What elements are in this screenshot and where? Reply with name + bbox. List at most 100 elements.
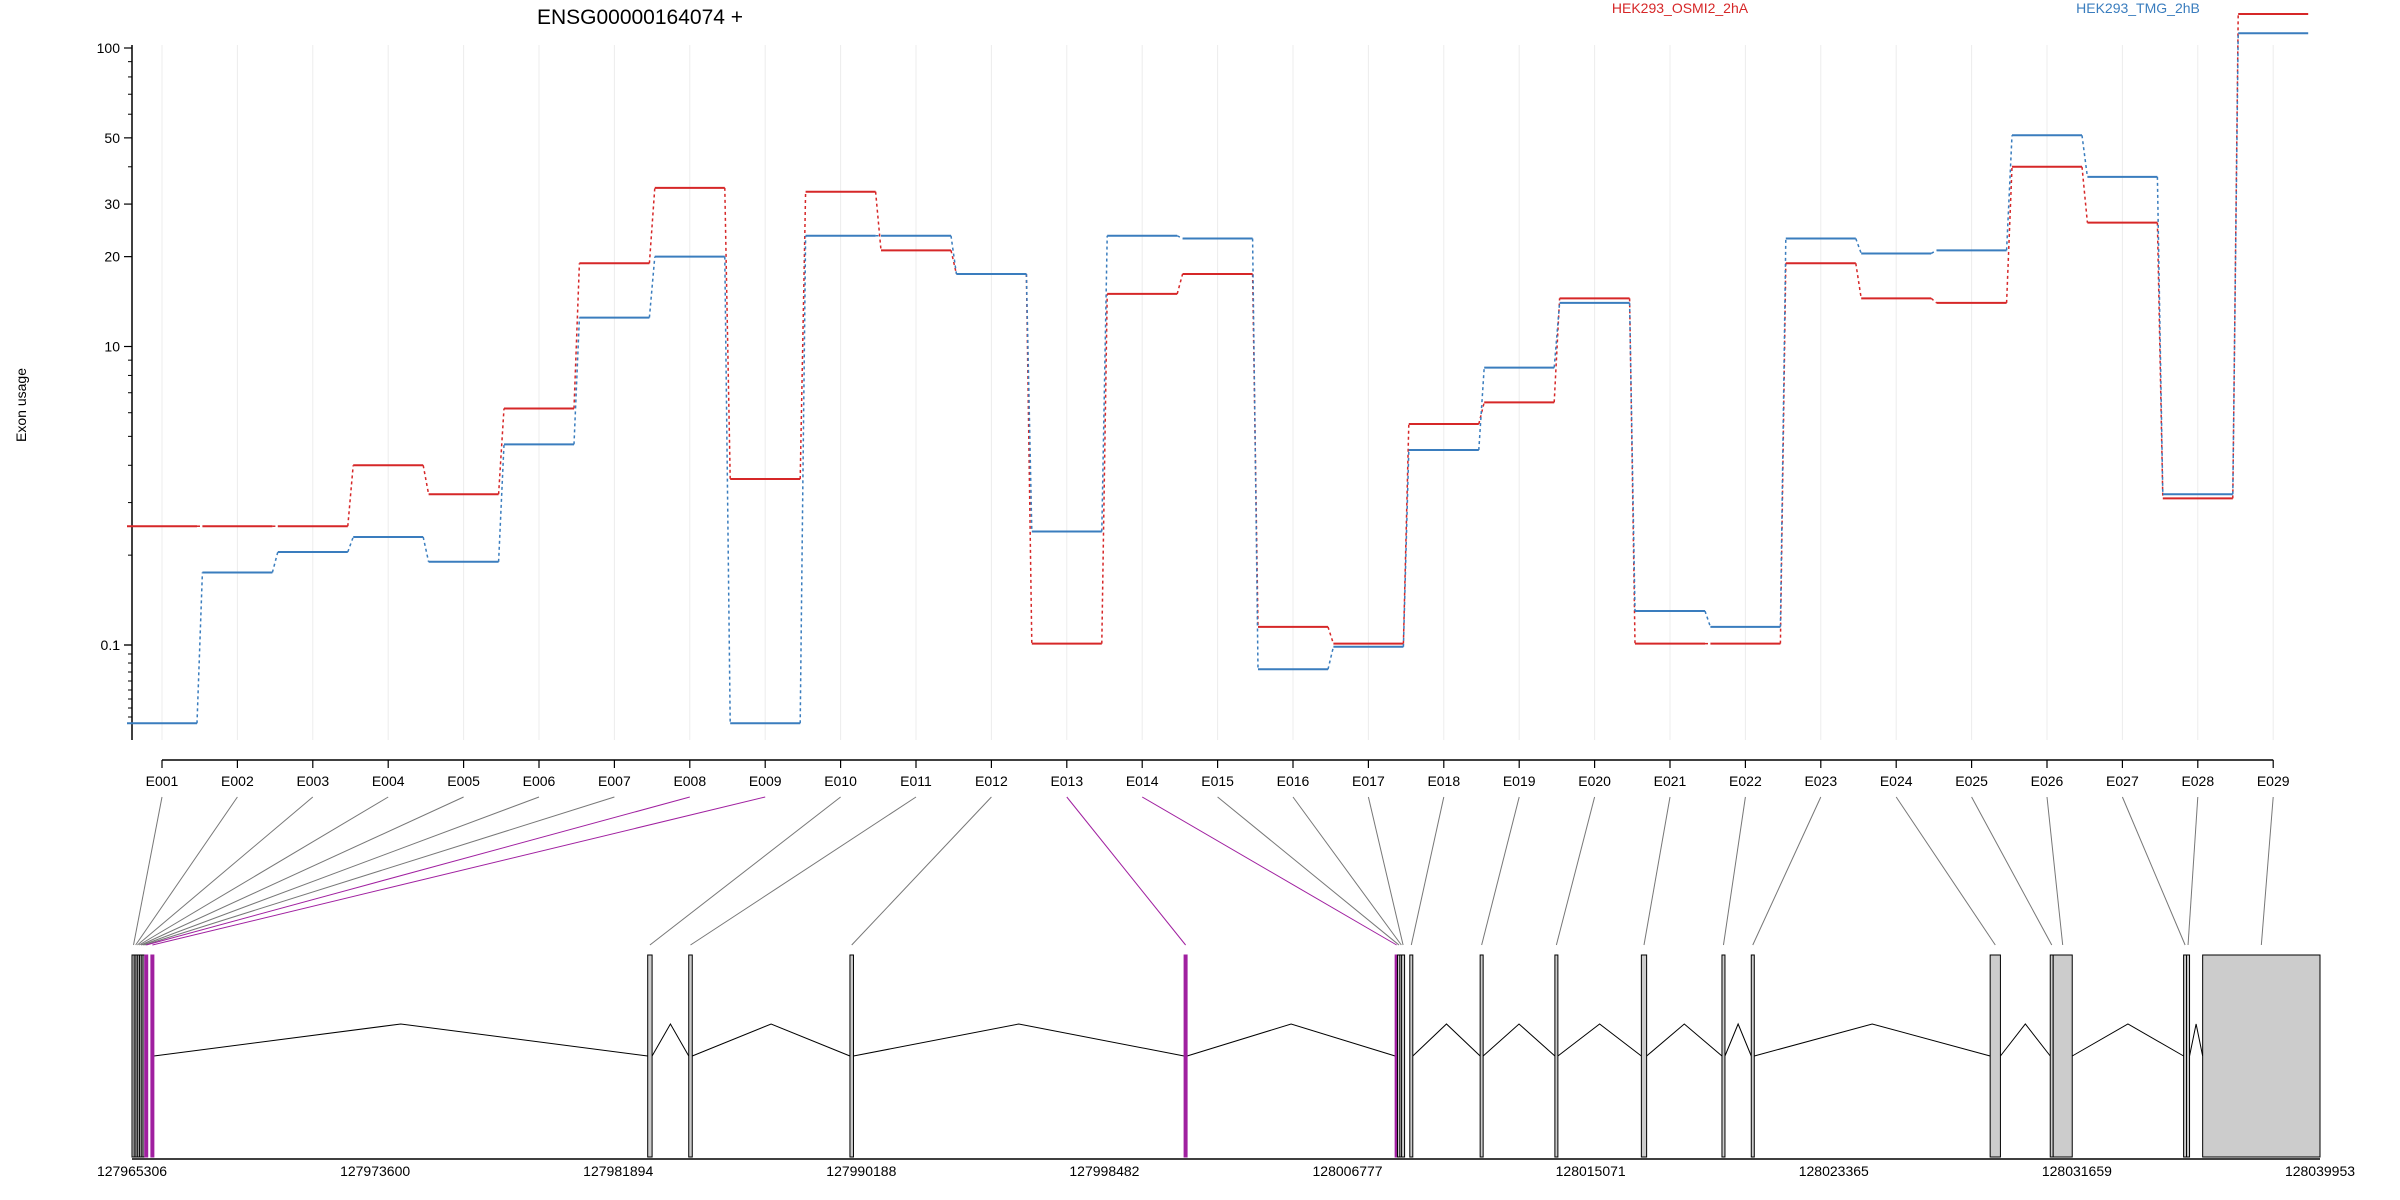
connector-E028 (2187, 796, 2199, 946)
exon-E012 (849, 954, 854, 1158)
series-0-connector (1553, 298, 1561, 403)
exon-E011 (688, 954, 693, 1158)
exon-E024 (1989, 954, 2001, 1158)
connector-E004 (138, 796, 389, 946)
y-axis-ticks: 0.11 10 20 30 50 100 (97, 40, 132, 718)
intron (153, 1023, 648, 1057)
exon-E029 (2202, 954, 2321, 1158)
connector-E013 (1066, 796, 1186, 946)
series-0-connector (648, 187, 656, 264)
x-tick-label: E009 (749, 773, 782, 789)
intron (853, 1023, 1185, 1057)
series-0-connector (1176, 273, 1184, 295)
exon-E008 (144, 954, 149, 1158)
exon-E010 (647, 954, 653, 1158)
gene-model (131, 954, 2321, 1158)
x-tick-label: E006 (523, 773, 556, 789)
x-tick-label: E003 (296, 773, 329, 789)
series-1-connector (1855, 238, 1862, 254)
series-0-connector (1327, 626, 1335, 644)
x-tick-label: E011 (900, 773, 932, 789)
connector-E007 (144, 796, 615, 946)
intron (1754, 1023, 1991, 1057)
connector-E026 (2046, 796, 2064, 946)
x-tick-label: E018 (1427, 773, 1460, 789)
intron (1724, 1022, 1752, 1057)
exon-E022 (1721, 954, 1726, 1158)
coordinate-label: 128006777 (1313, 1163, 1383, 1179)
coordinate-label: 128023365 (1799, 1163, 1869, 1179)
y-tick-label: 30 (104, 196, 120, 212)
x-tick-label: E020 (1578, 773, 1611, 789)
connector-E020 (1555, 796, 1596, 946)
x-tick-label: E021 (1654, 773, 1687, 789)
series-1-connector (2232, 33, 2239, 495)
series-1-connector (271, 551, 279, 573)
x-tick-label: E002 (221, 773, 254, 789)
x-axis-ticks: E001 E002 E003 E004 E005 E006 E007 E008 E009 E010… (146, 760, 2290, 789)
series-0-connector (1478, 402, 1485, 425)
y-tick-label: 100 (97, 40, 121, 56)
connector-E024 (1895, 796, 1996, 946)
x-tick-label: E008 (673, 773, 706, 789)
intron (2071, 1023, 2184, 1057)
connector-E023 (1752, 796, 1822, 946)
series-lines (127, 12, 2309, 725)
connector-E014 (1141, 796, 1397, 946)
connector-E010 (649, 796, 841, 946)
x-tick-label: E022 (1729, 773, 1762, 789)
coordinate-label: 127981894 (583, 1163, 653, 1179)
y-axis-label: Exon usage (13, 368, 29, 442)
connector-E021 (1643, 796, 1671, 946)
series-0-connector (1930, 297, 1938, 304)
x-tick-label: E019 (1503, 773, 1536, 789)
series-1-connector (347, 536, 354, 553)
coordinate-label: 128031659 (2042, 1163, 2112, 1179)
y-tick-label: 50 (104, 130, 120, 146)
x-tick-label: E025 (1955, 773, 1988, 789)
connector-E012 (851, 796, 992, 946)
series-0-connector (497, 408, 505, 495)
series-0-connector (2232, 13, 2239, 499)
series-0-connector (2081, 166, 2089, 223)
x-tick-label: E015 (1201, 773, 1234, 789)
x-tick-label: E028 (2181, 773, 2214, 789)
series-1-connector (2005, 135, 2013, 251)
series-1-connector (1101, 235, 1108, 532)
series-0-connector (573, 263, 581, 409)
x-tick-label: E004 (372, 773, 405, 789)
x-tick-label: E010 (824, 773, 857, 789)
intron (692, 1023, 851, 1057)
connector-E015 (1217, 796, 1400, 946)
series-0-connector (1855, 263, 1862, 299)
connector-E027 (2121, 796, 2186, 946)
coordinate-label: 128015071 (1556, 1163, 1626, 1179)
series-1-connector (1779, 238, 1787, 627)
connector-E011 (690, 796, 917, 946)
exon-E020 (1554, 954, 1559, 1158)
series-1-connector (950, 235, 958, 275)
connector-E019 (1481, 796, 1520, 946)
legend-entry-tmg: HEK293_TMG_2hB (2076, 0, 2200, 16)
x-tick-label: E005 (447, 773, 480, 789)
intron (651, 1022, 690, 1057)
connector-E017 (1367, 796, 1404, 946)
series-0-connector (2156, 222, 2164, 499)
x-tick-label: E012 (975, 773, 1008, 789)
series-1-connector (1704, 610, 1712, 628)
exon-E017 (1401, 954, 1406, 1158)
connector-E008 (146, 796, 690, 946)
series-0-connector (724, 187, 731, 479)
series-1-connector (497, 444, 505, 562)
axes (131, 45, 2274, 761)
exon-E023 (1750, 954, 1755, 1158)
x-tick-label: E001 (146, 773, 179, 789)
x-tick-label: E016 (1277, 773, 1310, 789)
x-tick-label: E023 (1804, 773, 1837, 789)
exon-E028 (2186, 954, 2191, 1158)
series-0-connector (1101, 293, 1108, 644)
x-tick-label: E027 (2106, 773, 2139, 789)
x-tick-label: E026 (2031, 773, 2064, 789)
connector-E001 (133, 796, 163, 946)
series-1-connector (1176, 235, 1183, 240)
